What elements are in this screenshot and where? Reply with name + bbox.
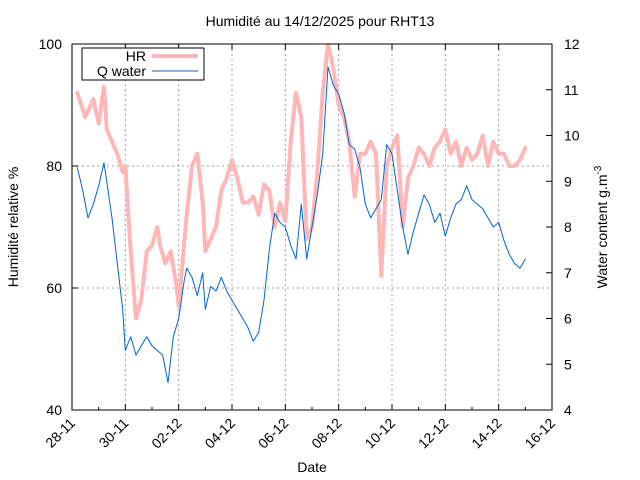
- y-tick-label-left: 60: [46, 280, 62, 296]
- y-tick-label-left: 80: [46, 158, 62, 174]
- x-tick-label: 28-11: [42, 415, 78, 451]
- y-axis-label-left: Humidité relative %: [5, 167, 21, 288]
- x-tick-label: 30-11: [96, 415, 132, 451]
- y-tick-label-right: 4: [564, 402, 572, 418]
- x-tick-label: 02-12: [148, 415, 185, 452]
- y-tick-label-right: 10: [564, 128, 580, 144]
- x-tick-label: 12-12: [415, 415, 452, 452]
- series-line-hr: [75, 44, 528, 321]
- legend-label-qwater: Q water: [97, 63, 146, 79]
- series-line-qwater: [76, 66, 526, 384]
- x-axis-label: Date: [297, 459, 327, 475]
- x-tick-label: 16-12: [521, 415, 558, 452]
- y-tick-label-right: 9: [564, 173, 572, 189]
- y-tick-label-right: 8: [564, 219, 572, 235]
- legend-label-hr: HR: [126, 48, 146, 64]
- x-tick-label: 14-12: [468, 415, 505, 452]
- y-axis-label-right-text: Water content g.m: [594, 175, 610, 289]
- legend-box: [81, 47, 205, 81]
- x-tick-label: 08-12: [308, 415, 345, 452]
- x-tick-label: 06-12: [255, 415, 292, 452]
- y-tick-label-right: 12: [564, 36, 580, 52]
- chart-title: Humidité au 14/12/2025 pour RHT13: [206, 13, 435, 29]
- y-tick-label-right: 7: [564, 265, 572, 281]
- y-axis-label-right-sup: -3: [593, 165, 604, 174]
- y-tick-label-right: 6: [564, 311, 572, 327]
- x-tick-label: 04-12: [201, 415, 238, 452]
- grid: [72, 44, 552, 410]
- series-layer: [75, 44, 528, 384]
- x-tick-label: 10-12: [361, 415, 398, 452]
- y-tick-label-right: 5: [564, 356, 572, 372]
- y-axis-label-right: Water content g.m-3: [593, 165, 610, 288]
- legend: HR Q water: [81, 47, 205, 81]
- y-tick-label-left: 100: [39, 36, 63, 52]
- y-tick-label-right: 11: [564, 82, 579, 98]
- y-tick-label-left: 40: [46, 402, 62, 418]
